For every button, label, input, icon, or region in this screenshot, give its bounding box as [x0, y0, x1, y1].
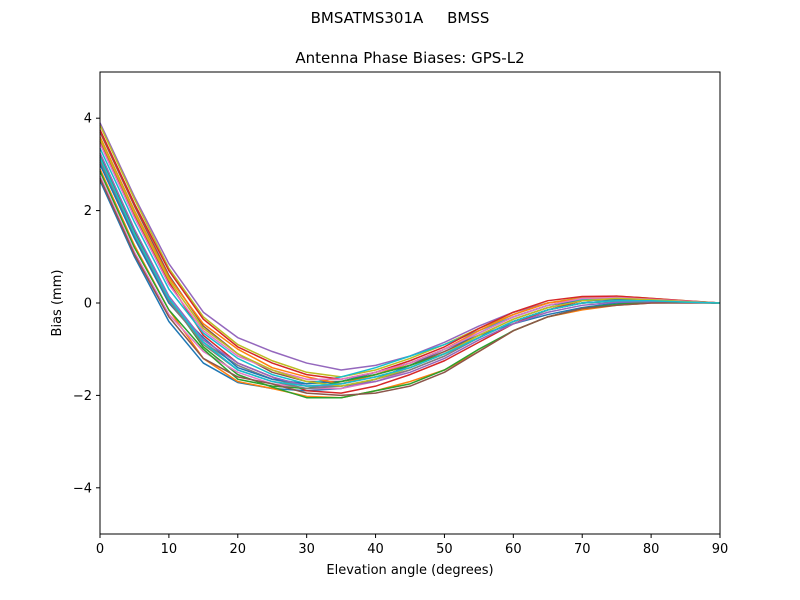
figure-suptitle: BMSATMS301A BMSS	[310, 9, 490, 27]
series-line-c08	[99, 161, 721, 387]
x-tick-label: 0	[96, 542, 104, 557]
y-tick-label: −2	[73, 389, 92, 404]
series-line-c16	[99, 177, 720, 397]
y-tick-label: 0	[84, 297, 92, 312]
x-tick-label: 30	[298, 542, 315, 557]
series-line-c04	[99, 140, 721, 394]
x-tick-label: 10	[161, 542, 178, 557]
chart-title: Antenna Phase Biases: GPS-L2	[295, 49, 524, 67]
x-axis-ticks: 0 10 20 30 40 50 60 70 80 90	[96, 534, 728, 557]
x-tick-label: 40	[367, 542, 384, 557]
x-tick-label: 60	[505, 542, 522, 557]
series-layer	[99, 122, 721, 399]
x-tick-label: 20	[230, 542, 247, 557]
series-line-c14	[99, 129, 721, 380]
series-line-c15	[99, 152, 721, 387]
series-line-c19	[99, 138, 721, 387]
x-tick-label: 90	[712, 542, 729, 557]
x-axis-label: Elevation angle (degrees)	[326, 563, 493, 578]
series-line-c18	[99, 159, 721, 390]
y-tick-label: 2	[84, 204, 92, 219]
y-axis-label: Bias (mm)	[50, 270, 65, 337]
x-tick-label: 50	[436, 542, 453, 557]
series-line-c09	[99, 124, 721, 378]
y-tick-label: −4	[73, 481, 92, 496]
y-tick-label: 4	[84, 112, 92, 127]
series-line-c20	[99, 157, 721, 387]
series-line-c10	[99, 147, 721, 385]
x-tick-label: 70	[574, 542, 591, 557]
x-tick-label: 80	[643, 542, 660, 557]
series-line-c03	[99, 154, 721, 399]
series-line-c17	[99, 143, 721, 380]
series-line-c01	[99, 180, 721, 392]
y-axis-ticks: −4 −2 0 2 4	[73, 112, 100, 496]
